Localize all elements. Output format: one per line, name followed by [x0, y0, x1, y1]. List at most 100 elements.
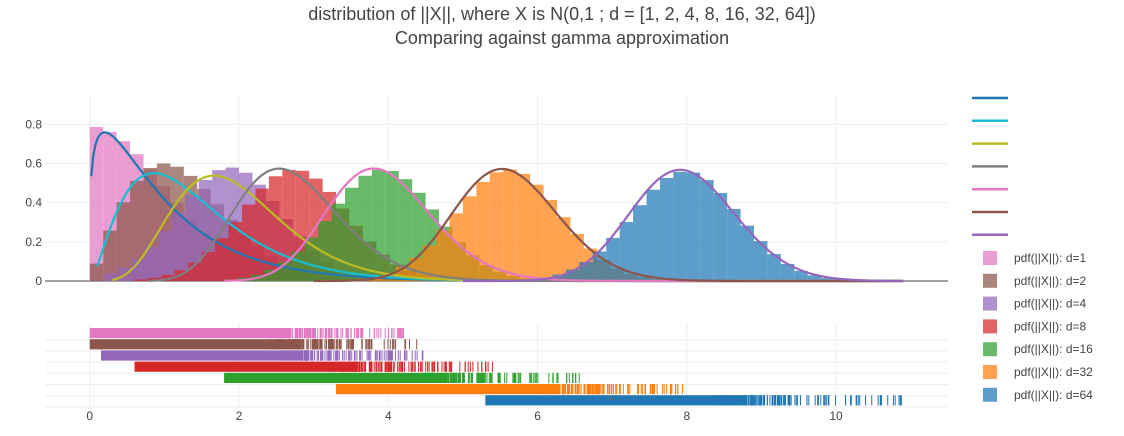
x-tick-label: 8	[683, 409, 690, 423]
histogram-bar	[147, 277, 162, 281]
histogram-bar	[767, 254, 781, 281]
rug-dense-band	[336, 384, 559, 395]
histogram-bar	[304, 237, 319, 281]
histogram-d32	[342, 169, 678, 281]
x-tick-label: 6	[534, 409, 541, 423]
rug-row-d1	[89, 328, 404, 339]
histogram-bar	[318, 221, 332, 281]
legend-item-d8[interactable]: pdf(||X||): d=8	[983, 319, 1086, 334]
histogram-bar	[255, 188, 269, 281]
legend-swatch	[983, 342, 997, 357]
histogram-bar	[201, 252, 216, 281]
legend-swatch	[983, 273, 997, 288]
histogram-bar	[516, 173, 531, 281]
gamma-curve-layer	[90, 131, 904, 283]
histogram-bar	[794, 270, 808, 281]
histogram-bar	[659, 177, 674, 281]
histogram-bar	[556, 217, 571, 281]
histogram-d64	[512, 171, 862, 281]
x-tick-label: 2	[236, 409, 243, 423]
gamma-curve-6	[313, 167, 904, 283]
histogram-bar	[503, 169, 517, 281]
legend-swatch	[983, 251, 997, 265]
histogram-bar	[449, 213, 463, 281]
histogram-bar	[740, 225, 754, 281]
histogram-bar	[398, 179, 413, 281]
legend-swatch	[983, 387, 997, 402]
legend-swatch	[983, 319, 997, 334]
histogram-bar	[130, 180, 144, 281]
histogram-bar	[807, 275, 822, 281]
legend-item-d1[interactable]: pdf(||X||): d=1	[983, 251, 1086, 265]
histogram-bar	[552, 274, 566, 281]
histogram-bar	[780, 263, 795, 281]
rug-row-d8	[134, 361, 493, 372]
chart-subtitle: Comparing against gamma approximation	[394, 28, 730, 48]
histogram-bar	[358, 175, 372, 281]
histogram-bar	[530, 184, 544, 281]
legend-label: pdf(||X||): d=2	[1014, 274, 1086, 288]
legend-label: pdf(||X||): d=64	[1014, 388, 1093, 402]
histogram-bar	[436, 230, 450, 281]
legend-item-d2[interactable]: pdf(||X||): d=2	[983, 273, 1086, 288]
y-tick-label: 0.4	[25, 196, 42, 210]
x-tick-label: 0	[86, 409, 93, 423]
rug-dense-band	[485, 395, 745, 406]
histogram-bar	[409, 257, 423, 281]
histogram-bar	[215, 238, 229, 281]
histogram-bar	[700, 180, 714, 281]
legend-item-d4[interactable]: pdf(||X||): d=4	[983, 296, 1086, 311]
histogram-bar	[821, 278, 835, 281]
rug-dense-band	[134, 361, 357, 372]
histogram-bar	[103, 230, 117, 281]
legend-item-d64[interactable]: pdf(||X||): d=64	[983, 387, 1093, 402]
histogram-bar	[104, 273, 119, 281]
histogram-bar	[422, 245, 437, 281]
legend[interactable]: pdf(||X||): d=1 pdf(||X||): d=2 pdf(||X||)…	[972, 96, 1093, 402]
legend-label: pdf(||X||): d=4	[1014, 297, 1086, 311]
rug-dense-band	[89, 328, 289, 339]
histogram-bar	[579, 262, 593, 281]
histogram-bar	[713, 192, 728, 281]
gamma-curve-7	[462, 168, 904, 283]
histogram-bar	[89, 263, 104, 281]
histogram-bar	[371, 169, 386, 281]
histogram-bar	[242, 204, 256, 281]
legend-item-d32[interactable]: pdf(||X||): d=32	[983, 365, 1093, 379]
legend-label: pdf(||X||): d=16	[1014, 342, 1093, 356]
rug-dense-band	[89, 339, 294, 350]
rug-row-d16	[224, 372, 580, 383]
histogram-bar	[686, 172, 701, 281]
histogram-bar	[116, 202, 131, 281]
histogram-bar	[462, 196, 477, 281]
histogram-bar	[606, 237, 620, 281]
rug-dense-band	[100, 350, 303, 361]
x-tick-label: 10	[829, 409, 843, 423]
histogram-bar	[489, 172, 504, 281]
rug-row-d32	[336, 384, 684, 395]
histogram-bar	[174, 270, 189, 281]
histogram-bar	[646, 189, 660, 281]
axis-layer: 0 0.2 0.4 0.6 0.8 0 2 4 6 8 10	[25, 117, 843, 423]
legend-swatch	[983, 296, 997, 311]
y-tick-label: 0	[35, 274, 42, 288]
histogram-bar	[264, 269, 278, 281]
histogram-bar	[673, 171, 687, 281]
rug-row-d64	[485, 395, 902, 406]
legend-label: pdf(||X||): d=1	[1014, 251, 1086, 265]
rug-row-d4	[100, 350, 424, 361]
histogram-bar	[476, 181, 490, 281]
legend-item-d16[interactable]: pdf(||X||): d=16	[983, 342, 1093, 357]
y-tick-label: 0.2	[25, 235, 42, 249]
histogram-bar	[565, 269, 580, 281]
legend-label: pdf(||X||): d=32	[1014, 365, 1093, 379]
rug-row-d2	[89, 339, 418, 350]
histogram-bar	[158, 230, 172, 281]
y-tick-label: 0.8	[25, 117, 42, 131]
histogram-bar	[543, 199, 557, 281]
histogram-bar	[753, 241, 768, 281]
legend-label: pdf(||X||): d=8	[1014, 319, 1086, 333]
histogram-bar	[134, 279, 148, 281]
histogram-bar	[171, 213, 186, 281]
rug-dense-band	[224, 372, 447, 383]
